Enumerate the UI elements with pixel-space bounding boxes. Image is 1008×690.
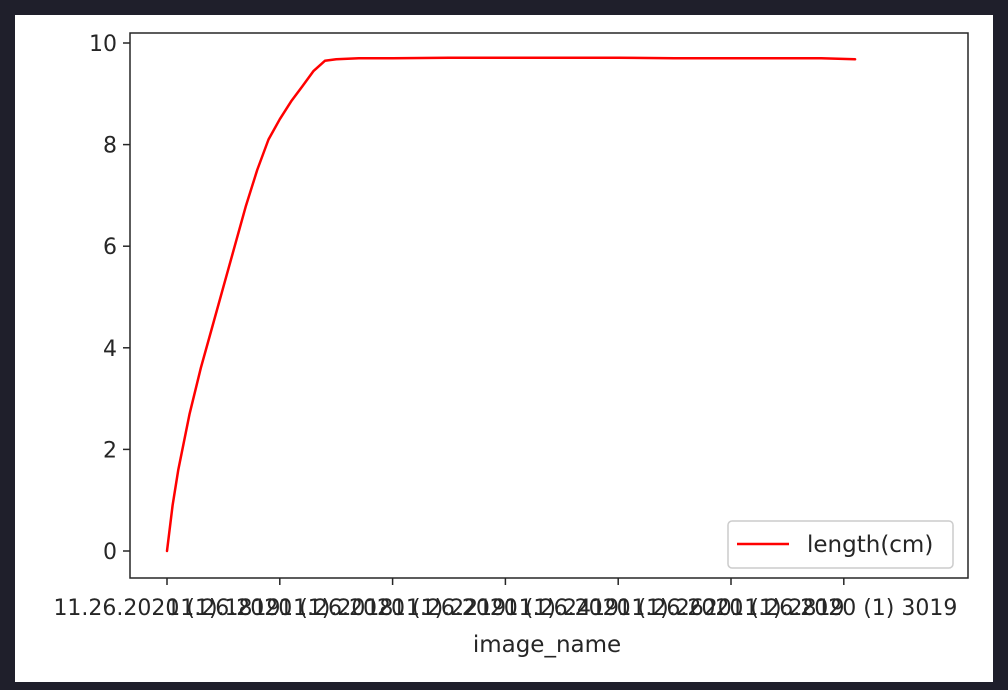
y-tick-label: 8 — [103, 134, 117, 159]
legend-label: length(cm) — [807, 532, 933, 558]
plot-area — [130, 33, 968, 578]
legend-box — [727, 520, 954, 569]
x-tick-label: 11.26.2020 (1).2819 — [617, 596, 844, 621]
y-tick-label: 2 — [103, 438, 117, 463]
legend: length(cm) — [727, 520, 954, 569]
x-tick-label: 11.26.2020 (1).2419 — [392, 596, 619, 621]
y-tick-label: 10 — [89, 32, 117, 57]
x-tick-label: 11.26.2020 (1).2620 — [505, 596, 732, 621]
x-tick-label: 11.26.2020 (1).1819 — [53, 596, 280, 621]
y-tick-label: 6 — [103, 235, 117, 260]
plot-frame — [129, 32, 969, 579]
series-layer — [165, 56, 857, 553]
x-tick-label: 11.26.2020 (1) 3019 — [730, 596, 957, 621]
y-tick-label: 4 — [103, 337, 117, 362]
x-tick-label: 11.26.2020 (1).2219 — [279, 596, 506, 621]
x-tick-label: 11.26.2020 (1).2018 — [166, 596, 393, 621]
x-axis-title: image_name — [473, 632, 621, 658]
series-line-0 — [165, 56, 857, 553]
y-tick-label: 0 — [103, 540, 117, 565]
chart-canvas: 0 2 4 6 8 10 11.26.2020 (1).1819 11.26.2020 (1… — [15, 15, 993, 682]
y-ticks: 0 2 4 6 8 10 — [89, 32, 130, 565]
